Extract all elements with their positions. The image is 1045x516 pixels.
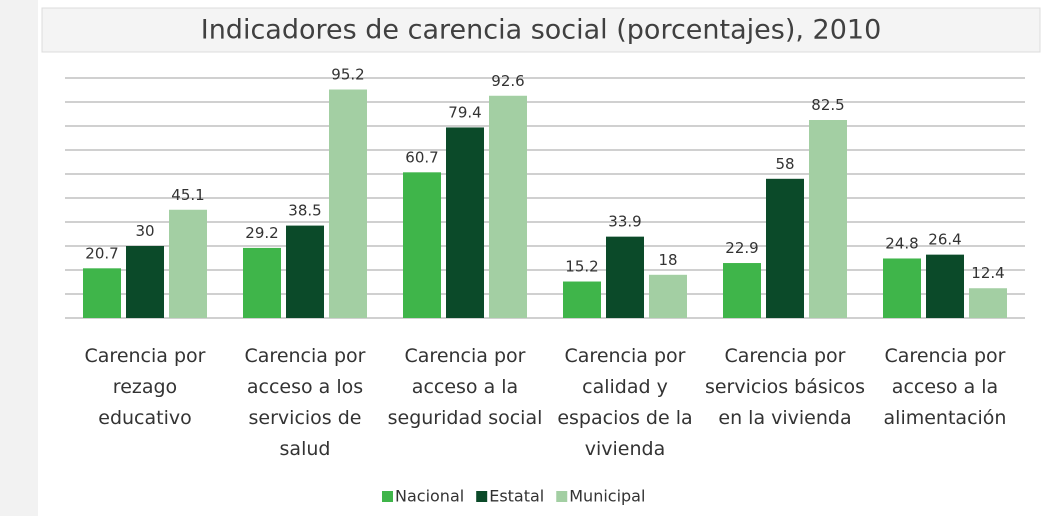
bar [489, 95, 527, 318]
data-label: 30 [135, 222, 154, 240]
data-label: 12.4 [971, 264, 1004, 282]
bar [809, 120, 847, 318]
legend-label: Municipal [569, 487, 645, 506]
data-label: 79.4 [448, 103, 481, 121]
chart-title: Indicadores de carencia social (porcenta… [201, 15, 882, 46]
legend-swatch [382, 491, 393, 502]
bar [286, 225, 324, 318]
bar [723, 263, 761, 318]
data-label: 38.5 [288, 202, 321, 220]
x-tick-label: Carencia por acceso a los servicios de s… [244, 345, 366, 460]
legend-swatch [556, 491, 568, 502]
title-box [41, 7, 1041, 53]
x-tick-label: Carencia por acceso a la alimentación [883, 345, 1007, 429]
bar [606, 236, 644, 318]
data-label: 33.9 [608, 213, 641, 231]
x-tick-label: Carencia por acceso a la seguridad socia… [387, 345, 543, 429]
data-label: 45.1 [171, 186, 204, 204]
data-label: 20.7 [85, 244, 118, 262]
bar [329, 89, 367, 319]
data-label: 24.8 [885, 234, 918, 252]
bar [446, 127, 484, 318]
bar [243, 247, 281, 318]
legend-label: Estatal [489, 487, 544, 506]
bar [403, 172, 441, 318]
legend-swatch [476, 491, 488, 502]
bar [126, 246, 164, 318]
data-label: 58 [775, 155, 794, 173]
bar [969, 288, 1007, 318]
bar [83, 268, 121, 318]
x-tick-label: Carencia por servicios básicos en la viv… [704, 345, 866, 429]
bar [563, 281, 601, 318]
data-label: 15.2 [565, 258, 598, 276]
data-label: 22.9 [725, 239, 758, 257]
data-label: 60.7 [405, 148, 438, 166]
data-label: 18 [658, 251, 677, 269]
x-tick-label: Carencia por calidad y espacios de la vi… [557, 345, 693, 460]
bar [649, 274, 687, 318]
bar [883, 258, 921, 318]
data-label: 26.4 [928, 231, 961, 249]
data-label: 92.6 [491, 72, 524, 90]
bar [169, 209, 207, 318]
x-tick-label: Carencia por rezago educativo [84, 345, 206, 429]
bar [926, 254, 964, 318]
legend-label: Nacional [395, 487, 464, 506]
data-label: 95.2 [331, 66, 364, 84]
bar [766, 178, 804, 318]
data-label: 29.2 [245, 224, 278, 242]
data-label: 82.5 [811, 96, 844, 114]
